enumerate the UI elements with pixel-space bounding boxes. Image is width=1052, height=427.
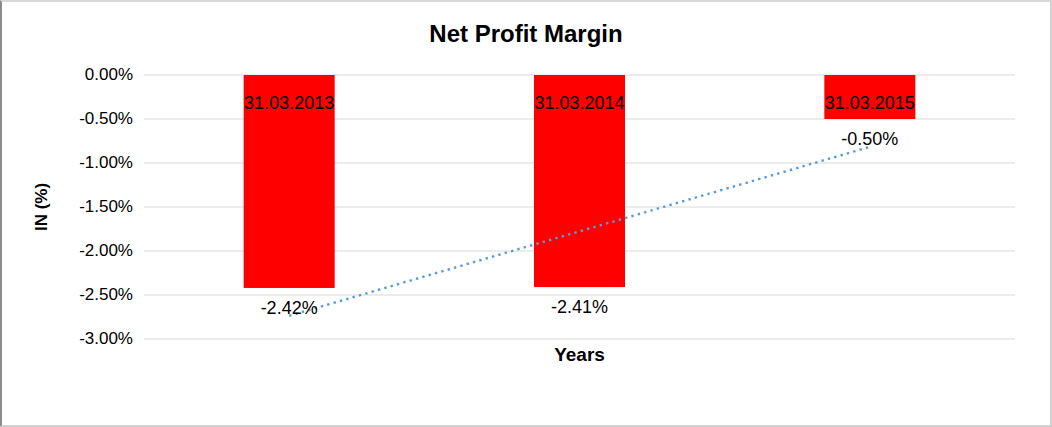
category-label: 31.03.2013 — [209, 93, 369, 114]
value-label: -0.50% — [790, 129, 950, 150]
x-axis-title: Years — [144, 344, 1015, 366]
category-label: 31.03.2015 — [790, 93, 950, 114]
y-tick-label: -0.50% — [2, 109, 133, 129]
value-label: -2.41% — [500, 297, 660, 318]
y-tick-label: -3.00% — [2, 329, 133, 349]
chart-frame: Net Profit Margin 0.00%-0.50%-1.00%-1.50… — [0, 0, 1052, 427]
value-label: -2.42% — [209, 298, 369, 319]
y-tick-label: -1.00% — [2, 153, 133, 173]
y-tick-label: -2.50% — [2, 285, 133, 305]
y-tick-label: -2.00% — [2, 241, 133, 261]
y-tick-label: 0.00% — [2, 65, 133, 85]
category-label: 31.03.2014 — [500, 93, 660, 114]
y-axis-title: IN (%) — [32, 120, 52, 294]
y-tick-label: -1.50% — [2, 197, 133, 217]
